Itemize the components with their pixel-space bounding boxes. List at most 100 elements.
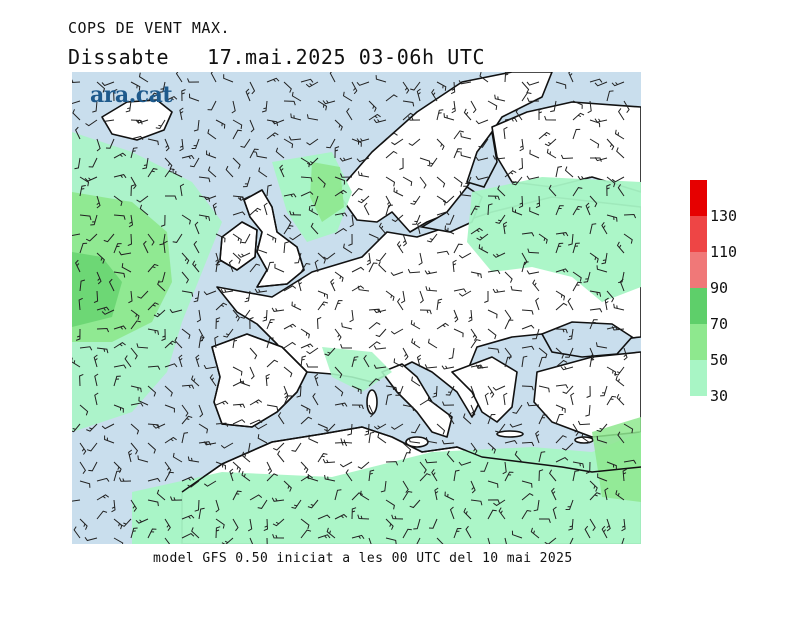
wind-barb [74, 126, 81, 140]
wind-barb [72, 79, 81, 83]
wind-barb [572, 271, 582, 282]
wind-barb [306, 347, 319, 355]
wind-barb [606, 326, 620, 331]
wind-barb [442, 401, 455, 406]
wind-barb [113, 214, 126, 220]
wind-barb [215, 526, 221, 539]
wind-barb [93, 354, 98, 368]
wind-barb [596, 265, 608, 273]
wind-barb [385, 385, 398, 392]
wind-barb [113, 375, 121, 387]
wind-barb [560, 366, 574, 371]
wind-barb [357, 461, 370, 470]
wind-barb [408, 437, 421, 444]
wind-barb [504, 537, 507, 544]
wind-barb [411, 423, 421, 434]
wind-barb [601, 252, 608, 265]
wind-barb [142, 157, 149, 170]
wind-barb [274, 263, 285, 273]
wind-barb [589, 308, 603, 313]
wind-barb [334, 385, 344, 397]
wind-barb [193, 240, 200, 254]
wind-barb [616, 393, 625, 406]
map-canvas [72, 72, 641, 544]
wind-barb [340, 173, 353, 178]
wind-barb [326, 527, 336, 539]
wind-barb [240, 138, 251, 148]
wind-barb [317, 252, 326, 264]
wind-barb [203, 364, 217, 370]
wind-barb [373, 345, 387, 350]
wind-barb [306, 363, 318, 368]
wind-barb [324, 347, 336, 356]
wind-barb [79, 279, 86, 292]
wind-barb [300, 191, 314, 197]
wind-barb [232, 518, 239, 532]
wind-barb [215, 260, 222, 273]
wind-barb [538, 385, 550, 393]
wind-barb [317, 100, 328, 111]
wind-barb [448, 347, 455, 360]
wind-barb [568, 233, 574, 246]
wind-barb [147, 365, 161, 370]
wind-barb [594, 118, 608, 123]
wind-barb [373, 364, 387, 369]
wind-barb [544, 537, 557, 544]
wind-barb [271, 119, 285, 125]
wind-barb [561, 442, 574, 451]
wind-barb [210, 72, 217, 83]
wind-barb [330, 278, 336, 292]
wind-barb [103, 233, 115, 243]
wind-barb [198, 195, 211, 202]
wind-barb [436, 138, 445, 151]
wind-barb [373, 309, 387, 314]
legend-swatch [690, 180, 707, 216]
wind-barb [538, 347, 548, 359]
legend-label: 50 [710, 351, 729, 369]
wind-barb [96, 195, 101, 209]
wind-barb [127, 233, 133, 247]
legend-swatch [690, 288, 707, 324]
wind-barb [232, 419, 246, 425]
wind-barb [503, 392, 508, 406]
wind-barb [135, 119, 149, 124]
wind-barb [364, 423, 370, 436]
wind-barb [613, 303, 625, 311]
wind-barb [215, 499, 220, 513]
wind-barb [468, 309, 473, 323]
wind-barb [555, 414, 564, 425]
wind-barb [615, 490, 625, 501]
wind-barb [194, 221, 200, 235]
wind-barb [164, 363, 178, 368]
wind-barb [307, 499, 319, 509]
wind-barb [385, 499, 395, 510]
wind-barb [526, 81, 540, 86]
wind-barb [597, 473, 608, 482]
wind-barb [334, 489, 342, 501]
wind-barb [198, 176, 211, 183]
wind-barb [272, 518, 285, 527]
wind-barb [538, 469, 544, 482]
wind-barb [257, 499, 268, 509]
wind-barb [487, 385, 495, 398]
wind-barb [368, 341, 381, 349]
wind-barb [192, 260, 200, 273]
wind-barb [527, 248, 540, 254]
wind-barb [279, 164, 285, 178]
wind-barb [416, 354, 422, 368]
wind-barb [408, 138, 421, 147]
wind-barb [207, 100, 217, 111]
wind-barb [158, 81, 166, 93]
wind-barb [300, 78, 314, 83]
wind-barb [296, 385, 302, 398]
wind-barb [101, 117, 115, 122]
wind-barb [113, 271, 126, 278]
wind-barb [212, 202, 217, 216]
wind-barb [590, 157, 602, 162]
wind-barb [334, 212, 348, 217]
wind-barb [487, 203, 493, 216]
wind-barb [619, 278, 625, 292]
wind-barb [380, 480, 387, 493]
wind-barb [181, 415, 193, 425]
wind-barb [448, 412, 455, 425]
